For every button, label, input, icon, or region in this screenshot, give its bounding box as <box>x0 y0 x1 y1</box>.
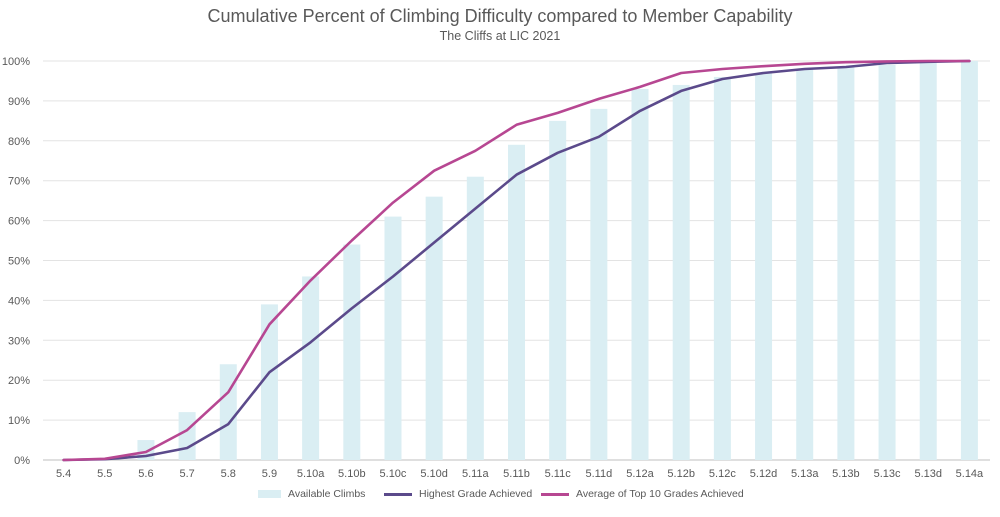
bar-available-climbs-5-9 <box>260 304 278 460</box>
bar-available-climbs-5-13d <box>919 62 937 461</box>
bar-available-climbs-5-11d <box>590 108 608 460</box>
y-tick-label: 80% <box>8 136 30 148</box>
bar-available-climbs-5-12a <box>631 88 649 461</box>
x-tick-label: 5.6 <box>138 468 153 480</box>
bar-available-climbs-5-11a <box>466 176 484 460</box>
y-tick-label: 100% <box>2 56 30 68</box>
x-tick-label: 5.12a <box>626 468 654 480</box>
x-tick-label: 5.10a <box>297 468 325 480</box>
legend-item-highest-grade: Highest Grade Achieved <box>384 488 532 500</box>
bar-available-climbs-5-10c <box>384 216 402 460</box>
y-tick-label: 50% <box>8 256 30 268</box>
legend-item-available-climbs: Available Climbs <box>258 488 365 500</box>
bar-available-climbs-5-10a <box>302 276 320 460</box>
bar-available-climbs-5-12c <box>713 76 731 461</box>
legend-label-average-top10: Average of Top 10 Grades Achieved <box>576 488 744 500</box>
y-tick-label: 90% <box>8 96 30 108</box>
legend-swatch-highest-grade <box>384 492 412 496</box>
x-tick-label: 5.10b <box>338 468 366 480</box>
y-tick-label: 10% <box>8 415 30 427</box>
x-tick-label: 5.13c <box>874 468 901 480</box>
y-tick-label: 20% <box>8 375 30 387</box>
x-tick-label: 5.12b <box>667 468 695 480</box>
legend-label-available-climbs: Available Climbs <box>288 488 366 500</box>
bar-available-climbs-5-11b <box>508 144 525 461</box>
x-tick-label: 5.12c <box>709 468 736 480</box>
bar-available-climbs-5-8 <box>219 364 237 460</box>
y-tick-label: 30% <box>8 335 30 347</box>
y-tick-label: 70% <box>8 176 30 188</box>
x-tick-label: 5.11b <box>503 468 530 480</box>
x-tick-label: 5.11d <box>585 468 612 480</box>
x-tick-label: 5.8 <box>221 468 236 480</box>
legend-item-average-top10: Average of Top 10 Grades Achieved <box>541 488 744 500</box>
x-tick-label: 5.9 <box>262 468 277 480</box>
legend-swatch-available-climbs <box>258 490 281 498</box>
legend-label-highest-grade: Highest Grade Achieved <box>419 488 533 500</box>
bar-available-climbs-5-10d <box>425 196 443 460</box>
x-tick-label: 5.4 <box>56 468 71 480</box>
bar-available-climbs-5-13b <box>837 66 855 461</box>
line-series-average-top10 <box>62 59 971 462</box>
y-tick-label: 40% <box>8 295 30 307</box>
bar-available-climbs-5-13a <box>796 68 814 460</box>
bar-available-climbs-5-12b <box>672 84 690 460</box>
y-tick-label: 0% <box>14 455 30 467</box>
x-tick-label: 5.13d <box>914 468 942 480</box>
chart-legend: Available Climbs Highest Grade Achieved … <box>0 488 1000 508</box>
bar-available-climbs-5-13c <box>878 64 896 461</box>
bar-available-climbs-5-10b <box>343 244 361 460</box>
x-tick-label: 5.13a <box>791 468 819 480</box>
chart-title: Cumulative Percent of Climbing Difficult… <box>207 6 793 26</box>
x-tick-label: 5.11c <box>545 468 572 480</box>
bar-available-climbs-5-7 <box>178 412 196 460</box>
bar-available-climbs-5-12d <box>755 72 773 460</box>
x-tick-label: 5.12d <box>750 468 778 480</box>
legend-swatch-average-top10 <box>541 492 569 496</box>
x-tick-label: 5.11a <box>462 468 490 480</box>
x-tick-label: 5.7 <box>179 468 194 480</box>
x-tick-label: 5.10c <box>380 468 407 480</box>
x-tick-label: 5.10d <box>420 468 448 480</box>
x-tick-label: 5.5 <box>97 468 112 480</box>
bar-available-climbs-5-14a <box>960 61 978 460</box>
x-tick-label: 5.13b <box>832 468 860 480</box>
x-tick-label: 5.14a <box>956 468 984 480</box>
y-tick-label: 60% <box>8 216 30 228</box>
chart-subtitle: The Cliffs at LIC 2021 <box>439 29 561 43</box>
bar-available-climbs-5-11c <box>549 120 567 460</box>
line-series-highest-grade <box>62 59 971 462</box>
